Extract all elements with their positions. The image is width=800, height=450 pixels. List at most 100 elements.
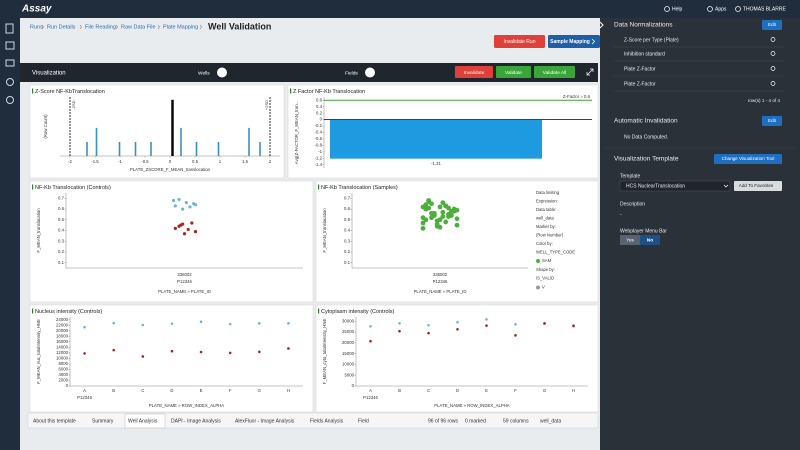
x-tick-label: 1.5 [242,159,249,164]
y-axis-label: F_MEAN_cyto_totalIntensity_HNE [322,319,327,385]
y-tick-label: -0.2 [315,123,323,128]
dropdown-arrow [723,184,729,188]
list-item: Plate Z-Factor [624,81,656,87]
button-label: Edit [768,22,777,27]
search-icon[interactable] [770,51,776,56]
x-tick-label: A [369,388,372,393]
y-tick-label: 0 [66,383,69,388]
y-tick-label: 12000 [56,350,69,355]
no-button[interactable] [640,235,660,245]
point [572,324,575,328]
tab[interactable]: DAPI - Image Analysis [171,418,221,424]
expand-icon[interactable] [586,68,594,76]
edit-button[interactable] [762,116,782,126]
tab[interactable]: About this template [33,418,76,424]
breadcrumb-separator [199,24,202,30]
legend-text: well_data [536,216,554,221]
toggle[interactable] [217,67,227,78]
icon[interactable] [6,78,14,86]
breadcrumb-link[interactable]: Run Details [47,24,76,30]
search-icon[interactable] [770,37,776,42]
y-tick-label: -1.4 [315,162,323,167]
x-tick-label: B [112,388,115,393]
x-tick-label: D [456,388,459,393]
breadcrumb-link[interactable]: Raw Data File [121,24,156,30]
tab[interactable]: Summary [92,418,114,424]
toolbar-button[interactable] [496,66,531,78]
point [443,203,449,209]
y-tick-label: 0.3 [58,238,65,243]
sample-mapping-button[interactable] [548,35,600,48]
edit-button[interactable] [762,20,782,30]
toolbar-button[interactable] [534,66,575,78]
y-tick-label: -1.2 [315,155,323,160]
point [434,221,440,227]
y-tick-label: 0.2 [344,249,351,254]
x-axis-label: PLATE_NAME » ROW_INDEX_ALPHA [434,403,510,408]
rows-info: row(s) 1 - 4 of 4 [748,98,781,103]
status-text: 96 of 96 rows [428,418,459,424]
legend-text: Marker by: [536,224,556,229]
x-tick-label: F [514,388,517,393]
y-tick-label: 0.6 [344,206,351,211]
x-tick-label: G [258,388,262,393]
favorites-button[interactable] [734,181,782,191]
invalidate-run-button[interactable] [494,35,545,48]
tab[interactable]: Field [358,418,369,424]
status-text: 59 columns [503,418,529,424]
y-tick-label: 0.6 [58,206,65,211]
header-link[interactable]: Apps [715,6,727,12]
bar [134,141,137,156]
y-tick-label: 0.4 [344,228,351,233]
toggle[interactable] [365,67,375,78]
icon[interactable] [5,59,15,67]
point [141,355,145,358]
panel-title: Nucleus intensity (Controls) [35,309,102,315]
yes-button[interactable] [620,235,640,245]
point [258,322,261,325]
toolbar-button[interactable] [455,66,493,78]
collapse-icon[interactable] [599,21,604,29]
tab[interactable]: AlexFluor - Image Analysis [235,418,295,424]
icon[interactable] [6,96,14,104]
point [173,204,177,208]
panel [29,180,314,303]
status-text: 0 marked [465,418,486,424]
field-label: Webplayer Menu Bar [620,228,667,234]
breadcrumb-link[interactable]: File Reading [85,24,116,30]
tab[interactable]: Fields Analysis [310,418,344,424]
legend-text: Shape by: [536,267,555,272]
point [170,349,174,353]
header-link[interactable]: THOMAS BLARRE [743,6,786,12]
legend-entry: V [542,285,545,290]
header-link[interactable]: Help [672,6,683,12]
x-group-label: P12346 [433,279,448,284]
legend-text: WELL_TYPE_CODE [536,250,575,255]
bar [180,127,182,156]
y-tick-label: 0.1 [344,260,351,265]
icon[interactable] [5,41,15,50]
panel [315,180,599,303]
point [485,318,488,321]
search-icon[interactable] [770,66,776,71]
point [398,329,401,333]
change-tool-button[interactable] [714,154,782,164]
chevron [591,38,596,45]
button-label: No [647,237,653,243]
x-tick-label: G [543,388,547,393]
threshold-label: Z-Factor = 0.6 [563,94,591,99]
icon[interactable] [5,23,14,34]
button-label: Sample Mapping [550,39,590,45]
template-dropdown[interactable] [619,180,731,192]
breadcrumb-link[interactable]: Runs [30,24,43,30]
tab[interactable]: Well Analysis [128,418,158,424]
viz-toolbar [20,63,598,82]
value-label: -1.21 [431,161,441,166]
panel-accent [32,184,34,190]
bar [217,141,220,156]
point [423,202,429,208]
y-tick-label: 24000 [56,317,69,322]
breadcrumb-link[interactable]: Plate Mapping [163,24,198,30]
x-group-label: P12346 [363,395,378,400]
search-icon[interactable] [770,81,776,86]
